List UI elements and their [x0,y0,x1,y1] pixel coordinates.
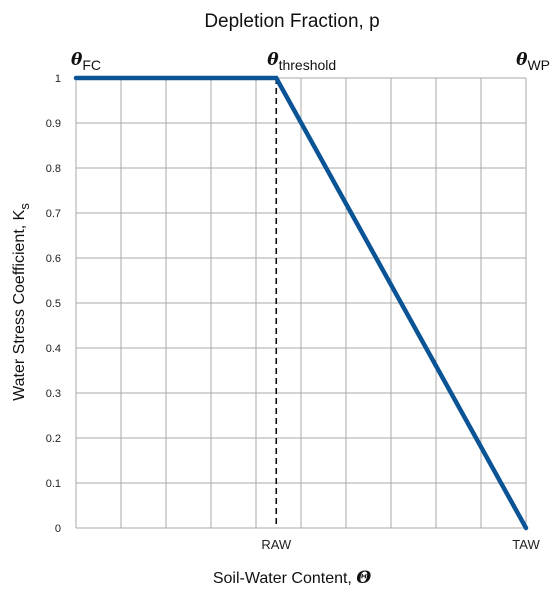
y-axis-label: Water Stress Coefficient, Ks [11,203,32,401]
x-axis-label: Soil-Water Content, Θ [213,568,371,588]
y-axis-subscript: s [17,203,32,210]
y-tick-label: 1 [55,73,61,85]
theta-marker: θFC [71,50,101,73]
series-layer [73,75,529,531]
y-tick-label: 0.1 [46,478,61,490]
y-tick-label: 0.7 [46,208,61,220]
y-tick-label: 0.9 [46,118,61,130]
grid [75,77,527,529]
x-tick-label: TAW [512,537,540,552]
y-tick-label: 0.3 [46,388,61,400]
y-tick-labels: 0 0.1 0.2 0.3 0.4 0.5 0.6 0.7 0.8 0.9 1 [46,73,61,535]
y-tick-label: 0.4 [46,343,61,355]
chart-title: Depletion Fraction, p [204,11,379,32]
theta-marker: θWP [516,50,550,73]
y-tick-label: 0.8 [46,163,61,175]
y-tick-label: 0.5 [46,298,61,310]
series-line [73,75,529,531]
y-tick-label: 0.2 [46,433,61,445]
y-tick-label: 0.6 [46,253,61,265]
x-tick-labels: RAW TAW [261,537,540,552]
theta-marker: θthreshold [267,50,336,73]
x-tick-label: RAW [261,537,292,552]
theta-markers: θFC θthreshold θWP [71,50,550,73]
y-tick-label: 0 [55,523,61,535]
x-axis-symbol: Θ [356,568,371,588]
